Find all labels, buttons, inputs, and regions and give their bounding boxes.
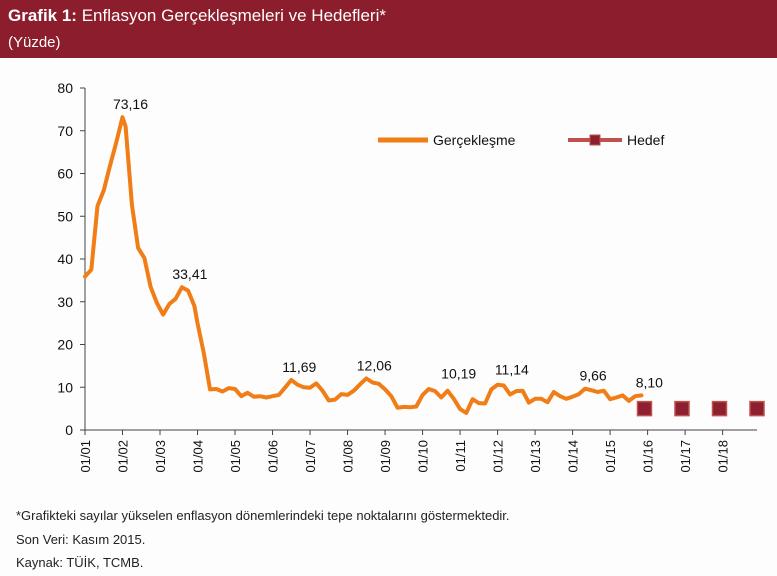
x-tick-label: 01/16 bbox=[641, 440, 656, 473]
x-tick-label: 01/07 bbox=[303, 440, 318, 473]
x-tick-label: 01/14 bbox=[566, 440, 581, 473]
x-tick-label: 01/13 bbox=[528, 440, 543, 473]
y-tick-label: 60 bbox=[57, 166, 73, 182]
peak-label: 73,16 bbox=[113, 96, 148, 112]
target-marker bbox=[749, 400, 765, 417]
x-tick-label: 01/10 bbox=[416, 440, 431, 473]
source-note: Kaynak: TÜİK, TCMB. bbox=[16, 555, 144, 570]
peak-label: 12,06 bbox=[357, 357, 392, 373]
x-tick-label: 01/15 bbox=[603, 440, 618, 473]
x-tick-label: 01/05 bbox=[228, 440, 243, 473]
y-tick-label: 80 bbox=[57, 80, 73, 96]
target-marker bbox=[636, 400, 653, 417]
x-tick-label: 01/01 bbox=[78, 440, 93, 473]
x-tick-label: 01/17 bbox=[678, 440, 693, 473]
x-tick-label: 01/06 bbox=[266, 440, 281, 473]
chart-title-text: Enflasyon Gerçekleşmeleri ve Hedefleri* bbox=[81, 6, 386, 25]
peak-label: 11,69 bbox=[282, 359, 316, 375]
x-tick-label: 01/03 bbox=[153, 440, 168, 473]
target-marker bbox=[674, 400, 690, 417]
peak-label: 8,10 bbox=[636, 374, 663, 390]
line-chart: 0 10 20 30 40 50 60 70 80 01/01 01/02 01/03 01/04 01/… bbox=[57, 80, 765, 473]
legend-actual-label: Gerçekleşme bbox=[433, 132, 516, 148]
x-tick-label: 01/08 bbox=[341, 440, 356, 473]
chart-subtitle: (Yüzde) bbox=[8, 34, 61, 51]
y-tick-label: 50 bbox=[57, 208, 73, 224]
last-data-note: Son Veri: Kasım 2015. bbox=[16, 532, 146, 547]
x-tick-label: 01/11 bbox=[453, 440, 468, 472]
peak-label: 10,19 bbox=[441, 365, 476, 381]
legend-target-swatch bbox=[589, 134, 601, 146]
peak-label: 33,41 bbox=[172, 266, 207, 282]
x-tick-label: 01/04 bbox=[191, 440, 206, 473]
y-tick-label: 20 bbox=[57, 337, 73, 353]
legend-target-label: Hedef bbox=[627, 132, 664, 148]
x-tick-label: 01/12 bbox=[491, 440, 506, 473]
x-tick-label: 01/09 bbox=[378, 440, 393, 473]
x-tick-label: 01/18 bbox=[716, 440, 731, 473]
chart-header: Grafik 1: Enflasyon Gerçekleşmeleri ve H… bbox=[0, 0, 777, 58]
actual-inflation-line bbox=[83, 115, 644, 415]
chart-title-number: Grafik 1: bbox=[8, 6, 77, 25]
peak-label: 9,66 bbox=[579, 368, 606, 384]
target-marker bbox=[711, 400, 728, 417]
footnote: *Grafikteki sayılar yükselen enflasyon d… bbox=[16, 508, 510, 523]
y-tick-label: 30 bbox=[57, 294, 73, 310]
y-tick-label: 40 bbox=[57, 251, 73, 267]
y-tick-label: 70 bbox=[57, 123, 73, 139]
peak-label: 11,14 bbox=[495, 361, 529, 377]
chart-title: Grafik 1: Enflasyon Gerçekleşmeleri ve H… bbox=[8, 6, 386, 26]
x-tick-label: 01/02 bbox=[116, 440, 131, 473]
y-tick-label: 0 bbox=[65, 422, 73, 438]
y-tick-label: 10 bbox=[57, 379, 73, 395]
